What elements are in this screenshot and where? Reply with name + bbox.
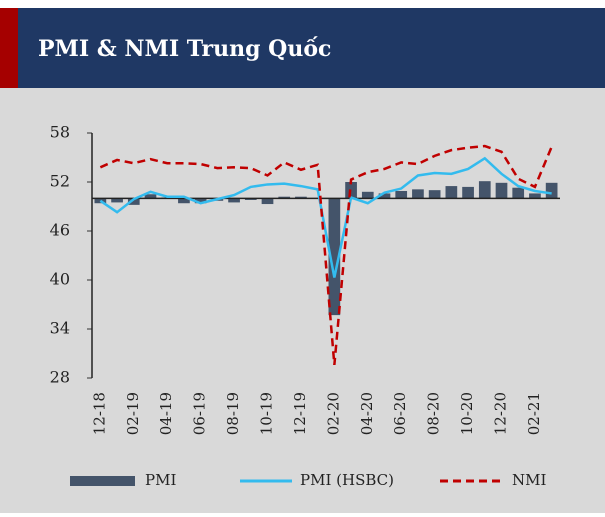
- x-tick-label: 08-20: [425, 392, 443, 435]
- bar: [144, 194, 157, 199]
- x-tick-label: 12-19: [291, 392, 309, 435]
- bar: [295, 196, 307, 199]
- line: [99, 156, 552, 278]
- y-tick-label: 46: [50, 221, 70, 240]
- bar: [545, 182, 558, 199]
- y-tick-label: 58: [50, 123, 70, 142]
- legend-label: NMI: [512, 471, 546, 489]
- x-tick-label: 06-20: [391, 392, 409, 435]
- bar: [111, 198, 123, 203]
- x-tick-label: 10-19: [258, 392, 276, 435]
- bar: [194, 198, 207, 204]
- x-tick-label: 02-20: [324, 392, 342, 435]
- bar: [428, 190, 441, 199]
- legend-swatch: [70, 476, 135, 486]
- x-tick-label: 02-19: [124, 392, 142, 435]
- header-accent: [0, 8, 18, 88]
- bar: [378, 193, 391, 199]
- y-tick-label: 28: [50, 368, 70, 387]
- bar: [445, 186, 458, 199]
- bar: [228, 198, 240, 203]
- x-tick-label: 10-20: [458, 392, 476, 435]
- y-tick-label: 52: [50, 172, 70, 191]
- x-tick-label: 12-20: [492, 392, 510, 435]
- x-tick-label: 12-18: [90, 392, 108, 435]
- y-tick-label: 34: [50, 319, 70, 338]
- bar: [462, 186, 474, 199]
- chart-title: PMI & NMI Trung Quốc: [38, 36, 331, 62]
- bar: [495, 182, 508, 199]
- bar: [361, 191, 374, 199]
- header: [0, 8, 605, 88]
- bar: [529, 193, 541, 199]
- line: [99, 144, 553, 366]
- legend-label: PMI: [145, 471, 176, 489]
- bar: [512, 187, 525, 199]
- bar: [178, 198, 190, 204]
- bar: [127, 198, 140, 205]
- x-tick-label: 04-19: [157, 392, 175, 435]
- bar: [412, 189, 424, 199]
- x-tick-label: 06-19: [191, 392, 209, 435]
- x-tick-label: 08-19: [224, 392, 242, 435]
- bar: [328, 198, 341, 316]
- x-tick-label: 04-20: [358, 392, 376, 435]
- bar: [94, 198, 107, 204]
- bar: [278, 196, 291, 199]
- bar: [478, 181, 491, 199]
- bar: [244, 198, 257, 200]
- y-tick-label: 40: [50, 270, 70, 289]
- bar: [261, 198, 274, 205]
- bar: [395, 190, 408, 199]
- x-tick-label: 02-21: [525, 392, 543, 435]
- panel: [0, 88, 605, 513]
- legend-label: PMI (HSBC): [300, 471, 394, 489]
